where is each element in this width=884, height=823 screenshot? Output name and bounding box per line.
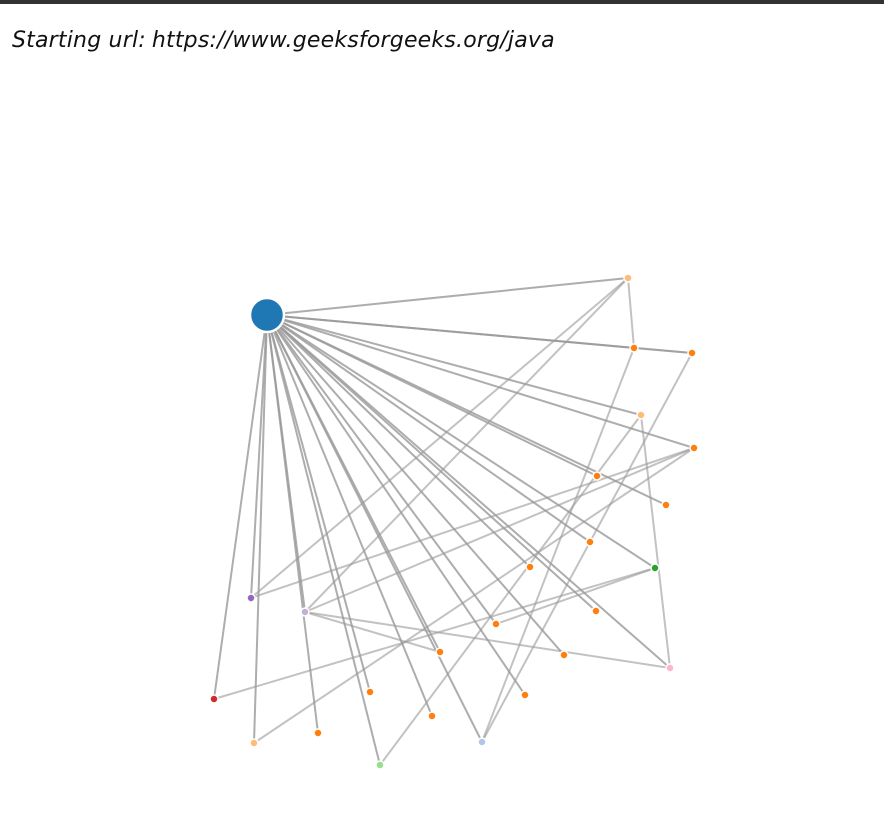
graph-link <box>253 314 268 744</box>
starting-url-label: Starting url: <box>12 28 146 53</box>
graph-root-node[interactable] <box>248 296 286 334</box>
graph-node[interactable] <box>300 607 310 617</box>
graph-link <box>266 314 531 568</box>
graph-link <box>266 314 667 506</box>
graph-node[interactable] <box>491 619 501 629</box>
graph-node[interactable] <box>665 663 675 673</box>
graph-link <box>266 314 497 625</box>
graph-node[interactable] <box>525 562 535 572</box>
graph-link <box>266 314 526 696</box>
graph-link <box>266 314 671 669</box>
graph-link <box>304 277 629 613</box>
graph-link <box>266 314 591 543</box>
graph-link <box>253 447 695 744</box>
graph-node[interactable] <box>313 728 323 738</box>
graph-link <box>250 447 695 599</box>
graph-link <box>266 314 642 416</box>
graph-node[interactable] <box>687 348 697 358</box>
graph-link <box>304 447 695 613</box>
graph-node[interactable] <box>375 760 385 770</box>
graph-node[interactable] <box>520 690 530 700</box>
graph-node[interactable] <box>592 471 602 481</box>
window-top-border <box>0 0 884 4</box>
graph-node[interactable] <box>591 606 601 616</box>
graph-link <box>250 314 268 599</box>
graph-node[interactable] <box>650 563 660 573</box>
graph-node[interactable] <box>689 443 699 453</box>
graph-node[interactable] <box>435 647 445 657</box>
graph-link <box>481 352 693 743</box>
graph-link <box>250 277 629 599</box>
graph-link <box>213 567 656 700</box>
graph-node[interactable] <box>249 738 259 748</box>
graph-link <box>640 414 671 669</box>
graph-node[interactable] <box>623 273 633 283</box>
graph-link <box>266 314 381 766</box>
graph-link <box>379 414 642 766</box>
starting-url-heading: Starting url: https://www.geeksforgeeks.o… <box>12 28 555 53</box>
graph-node[interactable] <box>636 410 646 420</box>
graph-link <box>633 347 693 354</box>
graph-links <box>213 277 695 766</box>
graph-node[interactable] <box>365 687 375 697</box>
starting-url-value[interactable]: https://www.geeksforgeeks.org/java <box>151 28 555 53</box>
graph-node[interactable] <box>585 537 595 547</box>
graph-link <box>266 314 483 743</box>
graph-link <box>627 277 635 349</box>
graph-link <box>213 314 268 700</box>
graph-link <box>304 611 441 653</box>
graph-link <box>266 314 693 354</box>
graph-node[interactable] <box>209 694 219 704</box>
graph-link <box>266 314 656 569</box>
graph-node[interactable] <box>246 593 256 603</box>
graph-link <box>481 347 635 743</box>
graph-link <box>495 567 656 625</box>
graph-nodes <box>209 273 699 770</box>
graph-link <box>304 611 671 669</box>
graph-link <box>266 314 565 656</box>
graph-link <box>266 314 319 734</box>
graph-node[interactable] <box>477 737 487 747</box>
graph-node[interactable] <box>661 500 671 510</box>
graph-node[interactable] <box>629 343 639 353</box>
graph-link <box>266 277 629 316</box>
graph-link <box>266 314 695 449</box>
graph-node[interactable] <box>559 650 569 660</box>
graph-node[interactable] <box>427 711 437 721</box>
graph-link <box>266 314 371 693</box>
